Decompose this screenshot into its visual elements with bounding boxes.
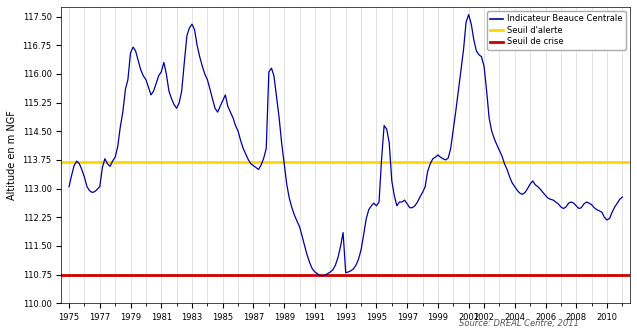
- Y-axis label: Altitude en m NGF: Altitude en m NGF: [7, 110, 17, 200]
- Text: Source: DREAL Centre, 2011: Source: DREAL Centre, 2011: [459, 319, 578, 328]
- Legend: Indicateur Beauce Centrale, Seuil d'alerte, Seuil de crise: Indicateur Beauce Centrale, Seuil d'aler…: [487, 11, 626, 50]
